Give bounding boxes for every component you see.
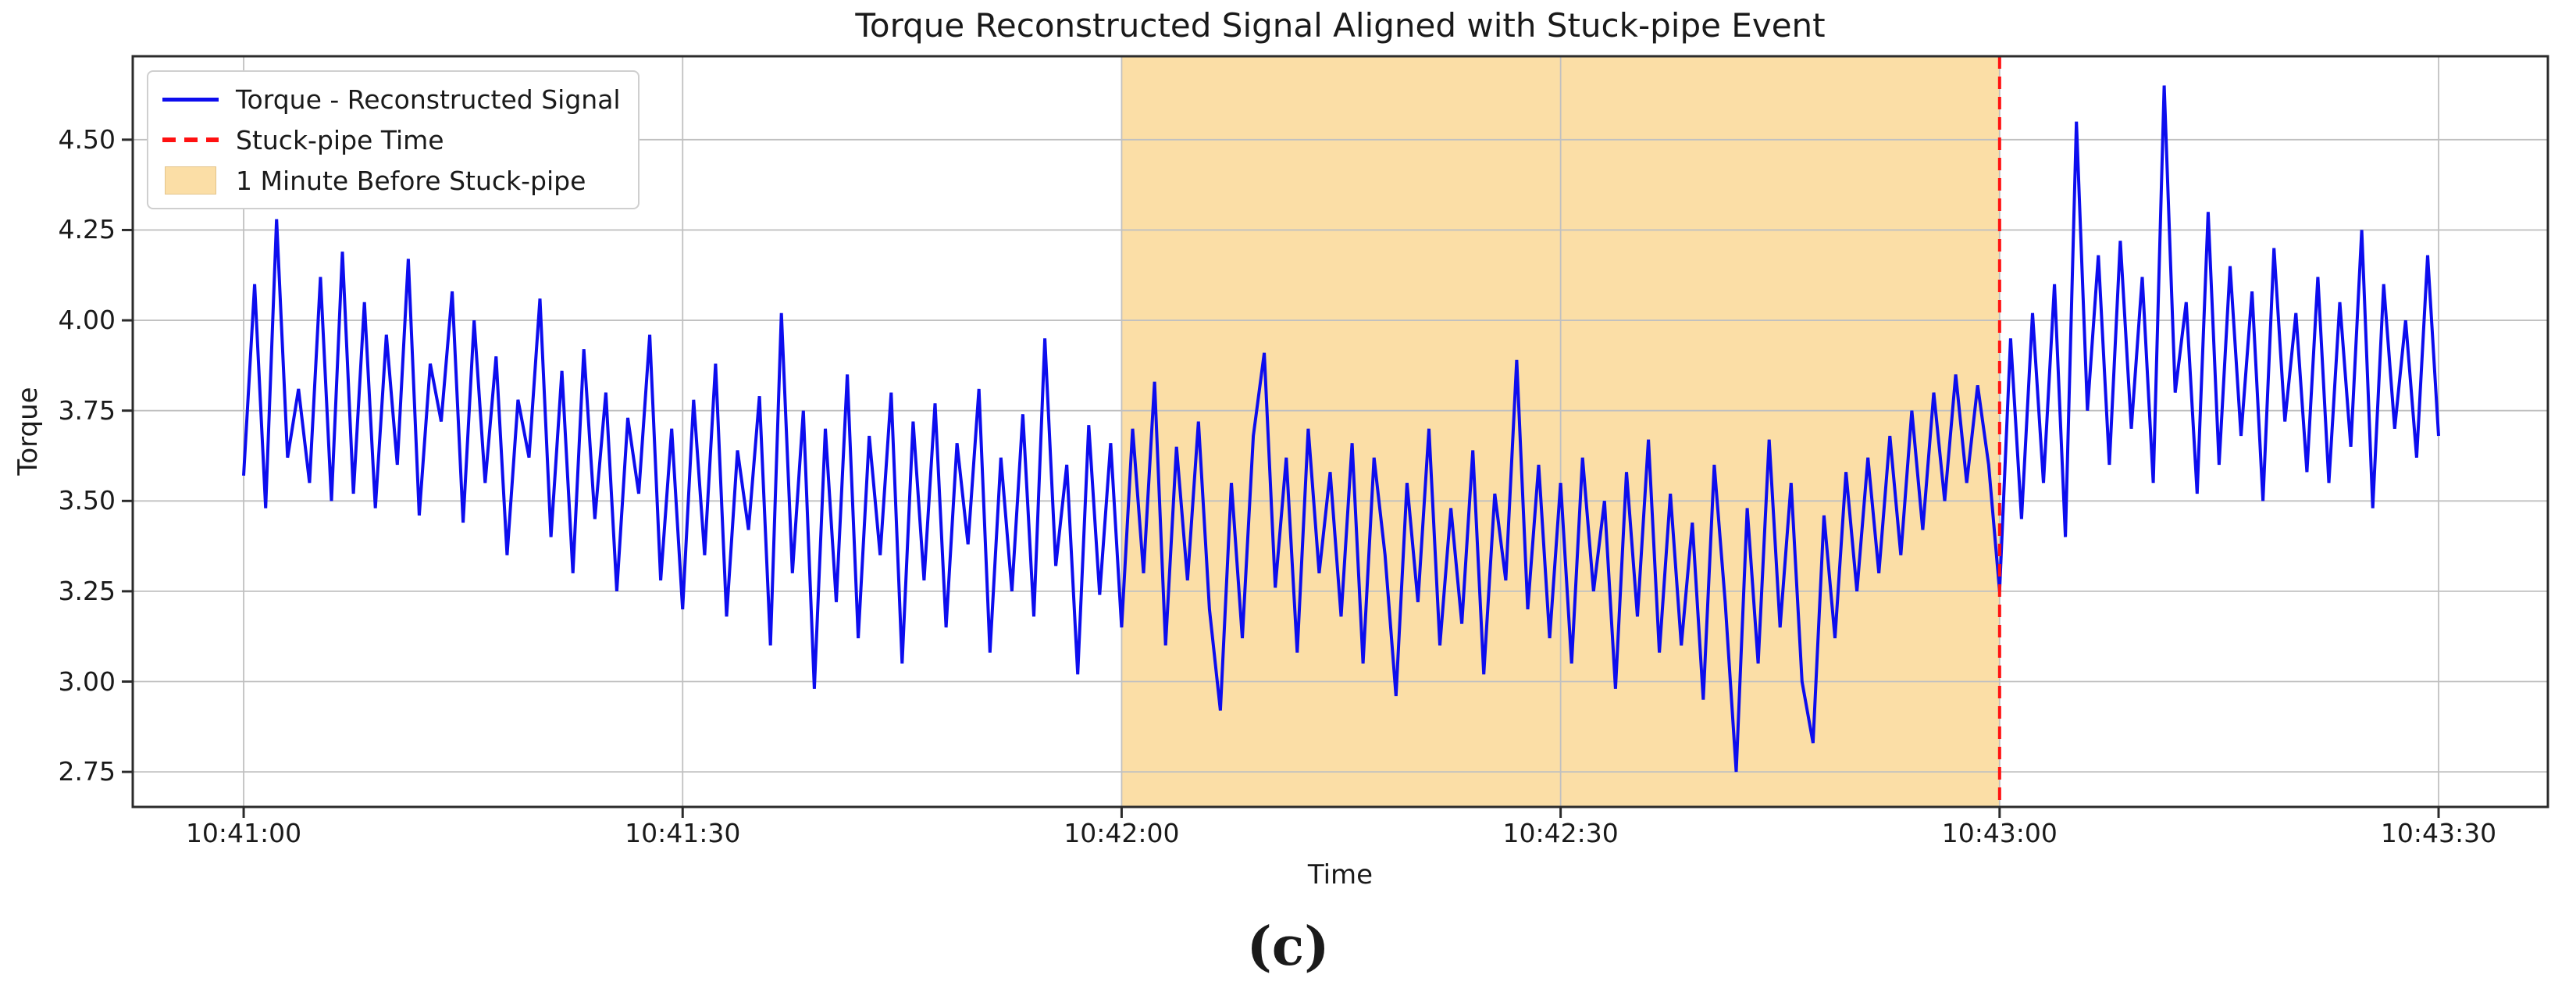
legend-label: Stuck-pipe Time [236, 124, 444, 155]
y-tick-label: 4.00 [58, 305, 116, 336]
x-tick-label: 10:42:00 [1064, 818, 1180, 848]
subfigure-caption: (c) [1246, 916, 1330, 978]
y-tick-label: 2.75 [58, 756, 116, 787]
legend: Torque - Reconstructed Signal Stuck-pipe… [147, 70, 640, 209]
legend-label: Torque - Reconstructed Signal [236, 84, 621, 115]
chart-title: Torque Reconstructed Signal Aligned with… [855, 6, 1826, 45]
plot-border [131, 55, 2549, 808]
torque-chart [122, 55, 2549, 818]
y-tick-label: 4.25 [58, 214, 116, 245]
y-tick-label: 3.00 [58, 666, 116, 697]
legend-item-event: Stuck-pipe Time [162, 123, 621, 156]
x-tick-label: 10:41:30 [625, 818, 741, 848]
y-tick-label: 3.75 [58, 394, 116, 426]
y-tick-label: 3.50 [58, 485, 116, 516]
y-tick-label: 4.50 [58, 123, 116, 155]
legend-item-signal: Torque - Reconstructed Signal [162, 83, 621, 116]
x-axis-label: Time [1307, 859, 1374, 891]
y-tick-label: 3.25 [58, 575, 116, 606]
x-tick-label: 10:41:00 [185, 818, 302, 848]
torque-signal-line [242, 85, 2440, 773]
orange-patch-swatch-icon [162, 166, 219, 195]
blue-line-swatch-icon [162, 97, 219, 102]
x-tick-label: 10:43:30 [2380, 818, 2497, 848]
x-tick-label: 10:43:00 [1941, 818, 2058, 848]
legend-item-band: 1 Minute Before Stuck-pipe [162, 164, 621, 197]
red-dashed-swatch-icon [162, 137, 219, 142]
legend-label: 1 Minute Before Stuck-pipe [236, 165, 586, 196]
x-tick-label: 10:42:30 [1502, 818, 1619, 848]
